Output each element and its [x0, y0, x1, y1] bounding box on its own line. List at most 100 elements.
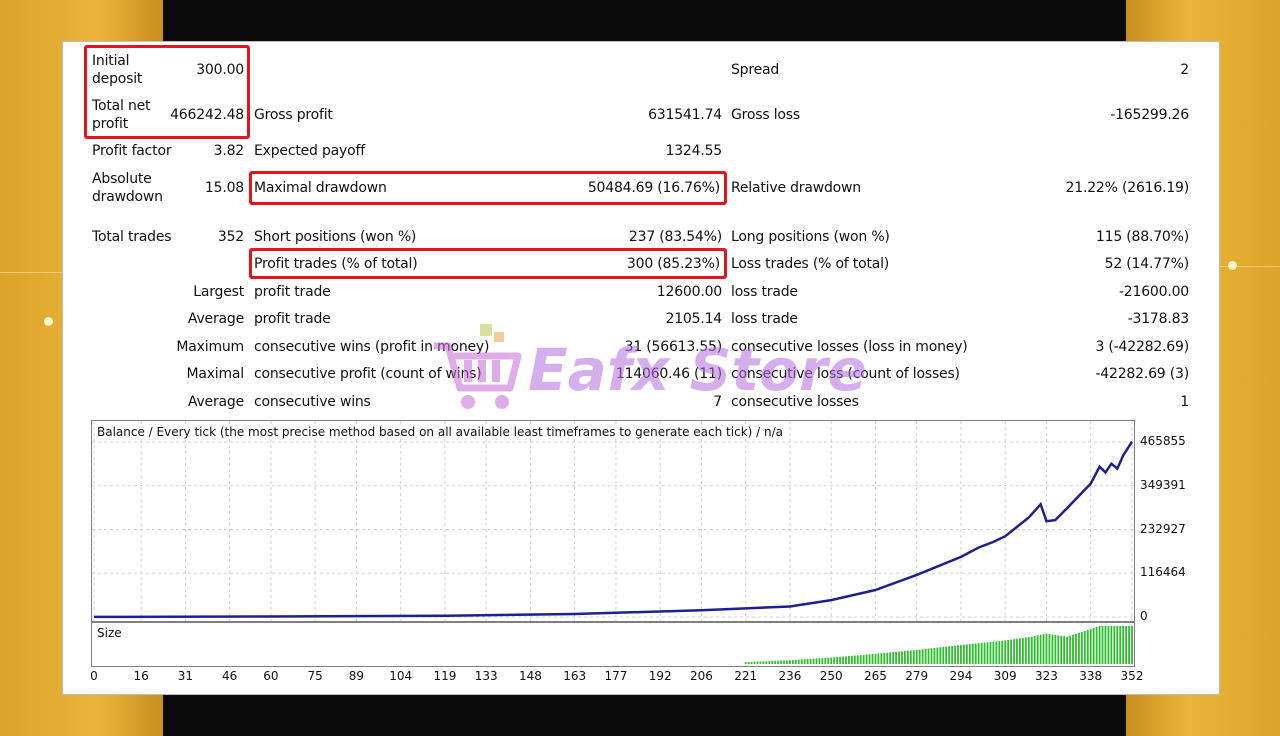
size-bar	[1066, 636, 1069, 664]
size-bar	[886, 652, 889, 664]
size-bar	[927, 648, 930, 664]
size-bar	[980, 642, 983, 664]
x-tick-label: 177	[604, 669, 628, 683]
size-bar	[850, 655, 853, 664]
size-bar	[936, 647, 939, 664]
average-profit-label: profit trade	[254, 311, 331, 327]
size-bar	[786, 660, 788, 664]
size-bar	[1063, 636, 1066, 664]
size-bar	[1113, 626, 1116, 664]
size-bar	[989, 641, 992, 664]
size-bar	[789, 660, 791, 664]
size-bar	[1060, 635, 1063, 664]
size-bar	[874, 653, 877, 664]
size-bar	[1057, 635, 1060, 664]
size-bar	[1075, 633, 1077, 664]
size-bar	[951, 645, 954, 664]
largest-loss-value: -21600.00	[1118, 284, 1189, 300]
size-bar	[1089, 629, 1092, 664]
size-bar	[856, 655, 859, 664]
x-tick-label: 31	[177, 669, 194, 683]
average-cons-label: Average	[187, 394, 244, 410]
size-bar	[1030, 636, 1033, 664]
size-bar	[1092, 628, 1095, 664]
x-tick-label: 309	[993, 669, 1017, 683]
size-bar	[957, 645, 959, 664]
size-bar	[1128, 626, 1130, 664]
size-bar	[848, 656, 850, 664]
size-bar	[960, 645, 962, 664]
size-bar	[859, 655, 862, 664]
balance-chart-title: Balance / Every tick (the most precise m…	[97, 425, 785, 439]
size-bar	[1069, 635, 1071, 664]
y-tick-label: 349391	[1140, 477, 1186, 492]
gross-profit-label: Gross profit	[254, 107, 333, 123]
long-positions-value: 115 (88.70%)	[1095, 229, 1189, 245]
x-tick-label: 104	[389, 669, 413, 683]
size-bar	[880, 653, 883, 664]
avg-cons-losses-value: 1	[1180, 394, 1189, 410]
size-bar	[1027, 637, 1030, 664]
size-bar	[827, 657, 830, 664]
size-bar	[1021, 637, 1024, 664]
balance-chart	[92, 421, 1134, 621]
size-bar	[974, 643, 977, 664]
size-bar	[930, 648, 933, 664]
size-bar	[1016, 638, 1018, 664]
size-bar	[744, 662, 747, 664]
short-positions-label: Short positions (won %)	[254, 229, 417, 245]
x-tick-label: 338	[1079, 669, 1103, 683]
size-bar	[912, 650, 915, 664]
size-bar	[1072, 634, 1074, 664]
maximal-cons-profit-label: consecutive profit (count of wins)	[254, 366, 482, 382]
size-bar	[1019, 638, 1021, 664]
size-bar	[1004, 640, 1007, 664]
x-tick-label: 163	[563, 669, 587, 683]
size-bar	[853, 655, 856, 664]
size-bar	[818, 658, 821, 664]
spread-label: Spread	[731, 62, 780, 78]
profit-factor-label: Profit factor	[92, 143, 172, 159]
average-loss-value: -3178.83	[1127, 311, 1190, 327]
size-chart-frame	[91, 622, 1135, 667]
gross-profit-value: 631541.74	[648, 107, 722, 123]
size-bar	[791, 660, 794, 664]
largest-profit-label: profit trade	[254, 284, 331, 300]
size-bar	[998, 641, 1001, 664]
size-bar	[1051, 634, 1054, 664]
size-bar	[971, 643, 974, 664]
size-bar	[774, 660, 777, 664]
size-bar	[1119, 626, 1122, 664]
loss-trades-value: 52 (14.77%)	[1104, 256, 1190, 272]
size-bar	[954, 645, 956, 664]
x-tick-label: 294	[949, 669, 973, 683]
size-bar	[1039, 634, 1042, 664]
size-bar	[765, 661, 768, 664]
size-bar	[924, 648, 927, 664]
x-tick-label: 0	[90, 669, 98, 683]
size-bar	[1125, 626, 1128, 664]
size-bar	[892, 652, 895, 664]
total-net-profit-value: 466242.48	[170, 107, 244, 123]
initial-deposit-label: Initial deposit	[92, 53, 143, 87]
size-bar	[815, 658, 818, 664]
profit-factor-value: 3.82	[213, 143, 245, 159]
size-bar	[939, 647, 942, 664]
size-bar	[1116, 626, 1119, 664]
size-bar	[904, 651, 906, 664]
size-bar	[1078, 632, 1080, 664]
highlight-box-maximal-drawdown	[249, 171, 727, 205]
expected-payoff-value: 1324.55	[665, 143, 723, 159]
size-bar	[992, 641, 995, 664]
largest-label: Largest	[193, 284, 244, 300]
y-tick-label: 116464	[1140, 565, 1186, 580]
size-bar	[780, 660, 782, 664]
size-bar	[898, 651, 900, 664]
x-tick-label: 236	[778, 669, 802, 683]
size-bar	[1048, 634, 1051, 664]
balance-line	[93, 441, 1134, 619]
size-bar	[868, 654, 871, 664]
size-chart	[744, 626, 1133, 664]
x-tick-label: 46	[222, 669, 238, 683]
size-bar	[968, 644, 971, 664]
